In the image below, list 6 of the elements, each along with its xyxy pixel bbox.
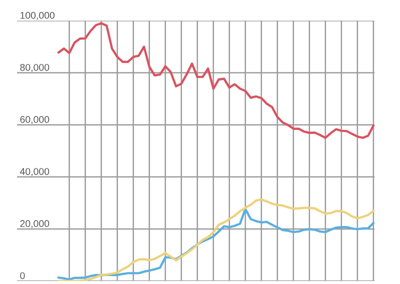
y-tick-label: 0 [20,272,25,280]
y-tick-label: 20,000 [20,220,50,228]
y-tick-label: 80,000 [20,64,50,72]
y-tick-label: 100,000 [20,12,55,20]
y-tick-label: 40,000 [20,168,50,176]
y-tick-label: 60,000 [20,116,50,124]
